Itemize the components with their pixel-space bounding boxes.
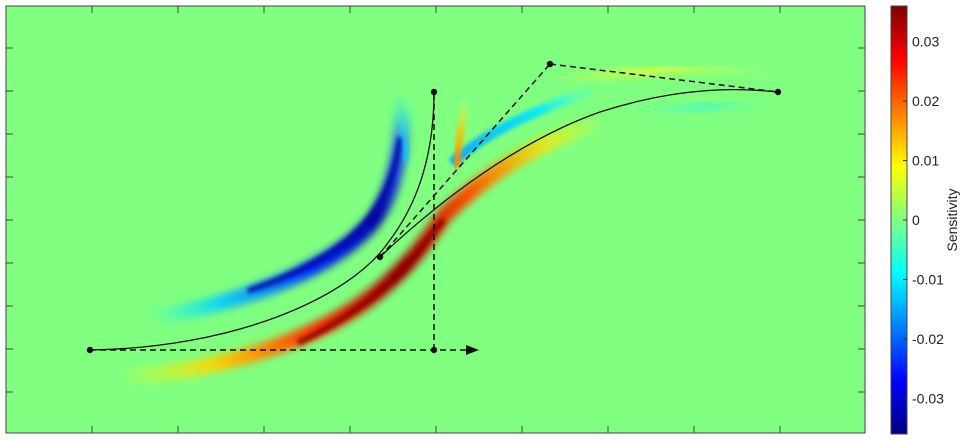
colorbar-tick-label: -0.03 [912, 390, 944, 406]
sensitivity-band-cyan-small [393, 97, 410, 163]
control-point-mid [376, 253, 384, 261]
x-ticks-top [91, 6, 781, 13]
colorbar-tick-label: 0.03 [912, 34, 939, 50]
colorbar-tick-label: 0.02 [912, 93, 939, 109]
sensitivity-band-cyan-right [631, 100, 774, 116]
sensitivity-band-cyan-upper [450, 83, 605, 165]
colorbar-label: Sensitivity [944, 188, 960, 251]
control-point-corner [430, 346, 438, 354]
control-point-top-vertical [430, 88, 438, 96]
control-point-start [86, 346, 94, 354]
colorbar-tick-label: -0.02 [912, 331, 944, 347]
colorbar-tick-label: -0.01 [912, 271, 944, 287]
axis-frame [5, 5, 866, 434]
geometry-overlay [86, 60, 782, 355]
control-point-apex [546, 60, 554, 68]
colorbar-ticks: 0.03 0.02 0.01 0 -0.01 -0.02 -0.03 [903, 34, 944, 406]
sensitivity-band-negative-core [247, 137, 403, 293]
control-point-end [774, 88, 782, 96]
y-ticks-right [858, 47, 865, 393]
sensitivity-band-yellow-top [555, 63, 785, 85]
x-ticks-bottom [91, 426, 781, 433]
colorbar-tick-label: 0.01 [912, 153, 939, 169]
colorbar-tick-label: 0 [912, 212, 920, 228]
arrow-head [466, 345, 479, 355]
spline-curve-lower [89, 91, 435, 351]
control-polygon-top [549, 63, 779, 93]
sensitivity-band-positive-core [297, 219, 445, 345]
y-ticks-left [6, 47, 13, 393]
sensitivity-band-orange-tip [452, 94, 470, 169]
colorbar: 0.03 0.02 0.01 0 -0.01 -0.02 -0.03 Sensitivity [890, 5, 960, 435]
spline-curve-upper [379, 89, 779, 258]
sensitivity-field [107, 63, 785, 386]
control-polygon-diagonal [379, 63, 551, 258]
